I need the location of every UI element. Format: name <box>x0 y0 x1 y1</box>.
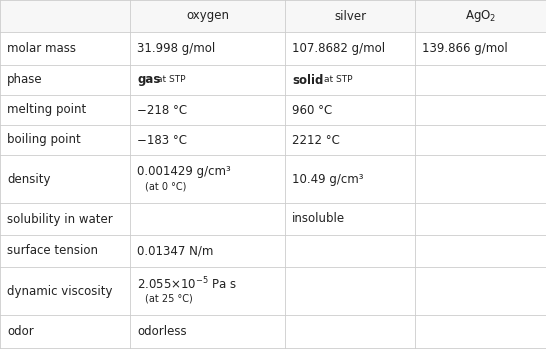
Text: 0.01347 N/m: 0.01347 N/m <box>137 245 213 257</box>
Text: phase: phase <box>7 73 43 87</box>
Text: odor: odor <box>7 325 34 338</box>
Text: 2212 °C: 2212 °C <box>292 134 340 146</box>
Text: boiling point: boiling point <box>7 134 81 146</box>
Text: (at 25 °C): (at 25 °C) <box>145 293 193 303</box>
Text: 960 °C: 960 °C <box>292 103 333 116</box>
Text: −183 °C: −183 °C <box>137 134 187 146</box>
Text: 10.49 g/cm³: 10.49 g/cm³ <box>292 173 364 185</box>
Text: surface tension: surface tension <box>7 245 98 257</box>
Text: silver: silver <box>334 10 366 23</box>
Bar <box>0 0 546 32</box>
Text: melting point: melting point <box>7 103 86 116</box>
Text: −218 °C: −218 °C <box>137 103 187 116</box>
Text: at STP: at STP <box>324 76 353 84</box>
Text: AgO$_2$: AgO$_2$ <box>465 8 496 24</box>
Text: 2.055$\times$10$^{-5}$ Pa s: 2.055$\times$10$^{-5}$ Pa s <box>137 276 238 292</box>
Text: gas: gas <box>137 73 161 87</box>
Text: density: density <box>7 173 50 185</box>
Text: molar mass: molar mass <box>7 42 76 55</box>
Text: solid: solid <box>292 73 323 87</box>
Text: 107.8682 g/mol: 107.8682 g/mol <box>292 42 385 55</box>
Text: odorless: odorless <box>137 325 187 338</box>
Text: 31.998 g/mol: 31.998 g/mol <box>137 42 215 55</box>
Text: (at 0 °C): (at 0 °C) <box>145 181 186 191</box>
Text: at STP: at STP <box>157 76 186 84</box>
Text: 139.866 g/mol: 139.866 g/mol <box>422 42 508 55</box>
Text: solubility in water: solubility in water <box>7 213 113 226</box>
Text: insoluble: insoluble <box>292 213 345 226</box>
Text: 0.001429 g/cm³: 0.001429 g/cm³ <box>137 165 231 178</box>
Text: dynamic viscosity: dynamic viscosity <box>7 285 112 297</box>
Text: oxygen: oxygen <box>186 10 229 23</box>
